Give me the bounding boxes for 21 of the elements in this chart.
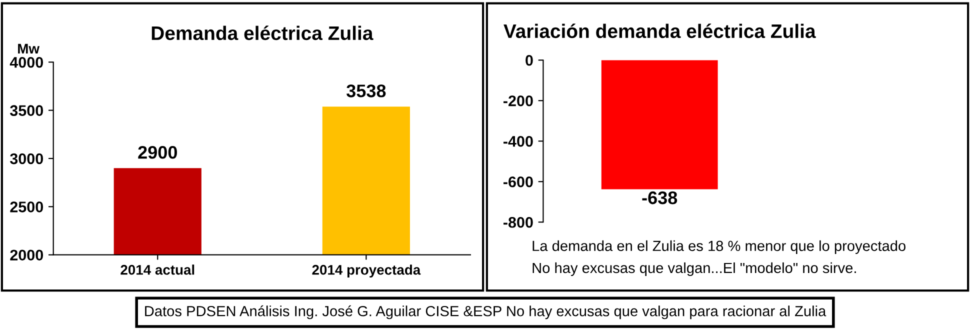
chart-title: Demanda eléctrica Zulia: [152, 26, 374, 40]
y-tick-label: -200: [504, 95, 533, 106]
data-label: -638: [642, 191, 678, 204]
y-tick-label: 4000: [10, 56, 44, 68]
y-tick-label: -600: [504, 176, 533, 188]
x-tick-label: 2014 proyectada: [312, 264, 421, 278]
x-tick-label: 2014 actual: [120, 264, 194, 275]
y-axis-title: Mw: [18, 44, 40, 54]
data-label: 3538: [346, 84, 386, 98]
data-label: 2900: [138, 146, 177, 159]
y-tick-label: 2000: [10, 250, 44, 261]
y-tick-label: -400: [504, 136, 533, 147]
chart-title: Variación demanda eléctrica Zulia: [504, 24, 816, 38]
y-tick-label: -800: [504, 216, 533, 228]
y-tick-label: 3500: [10, 105, 44, 116]
y-tick-label: 2500: [10, 202, 44, 212]
y-tick-label: 3000: [10, 153, 44, 164]
y-tick-label: 0: [526, 54, 533, 66]
text: Datos PDSEN Análisis Ing. José G. Aguilar CISE &ESP No hay excusas que valgan para racionar al Zulia: [145, 305, 826, 320]
text: La demanda en el Zulia es 18 % menor que lo proyectado: [532, 240, 906, 254]
text: No hay excusas que valgan...El "modelo" no sirve.: [532, 262, 856, 276]
